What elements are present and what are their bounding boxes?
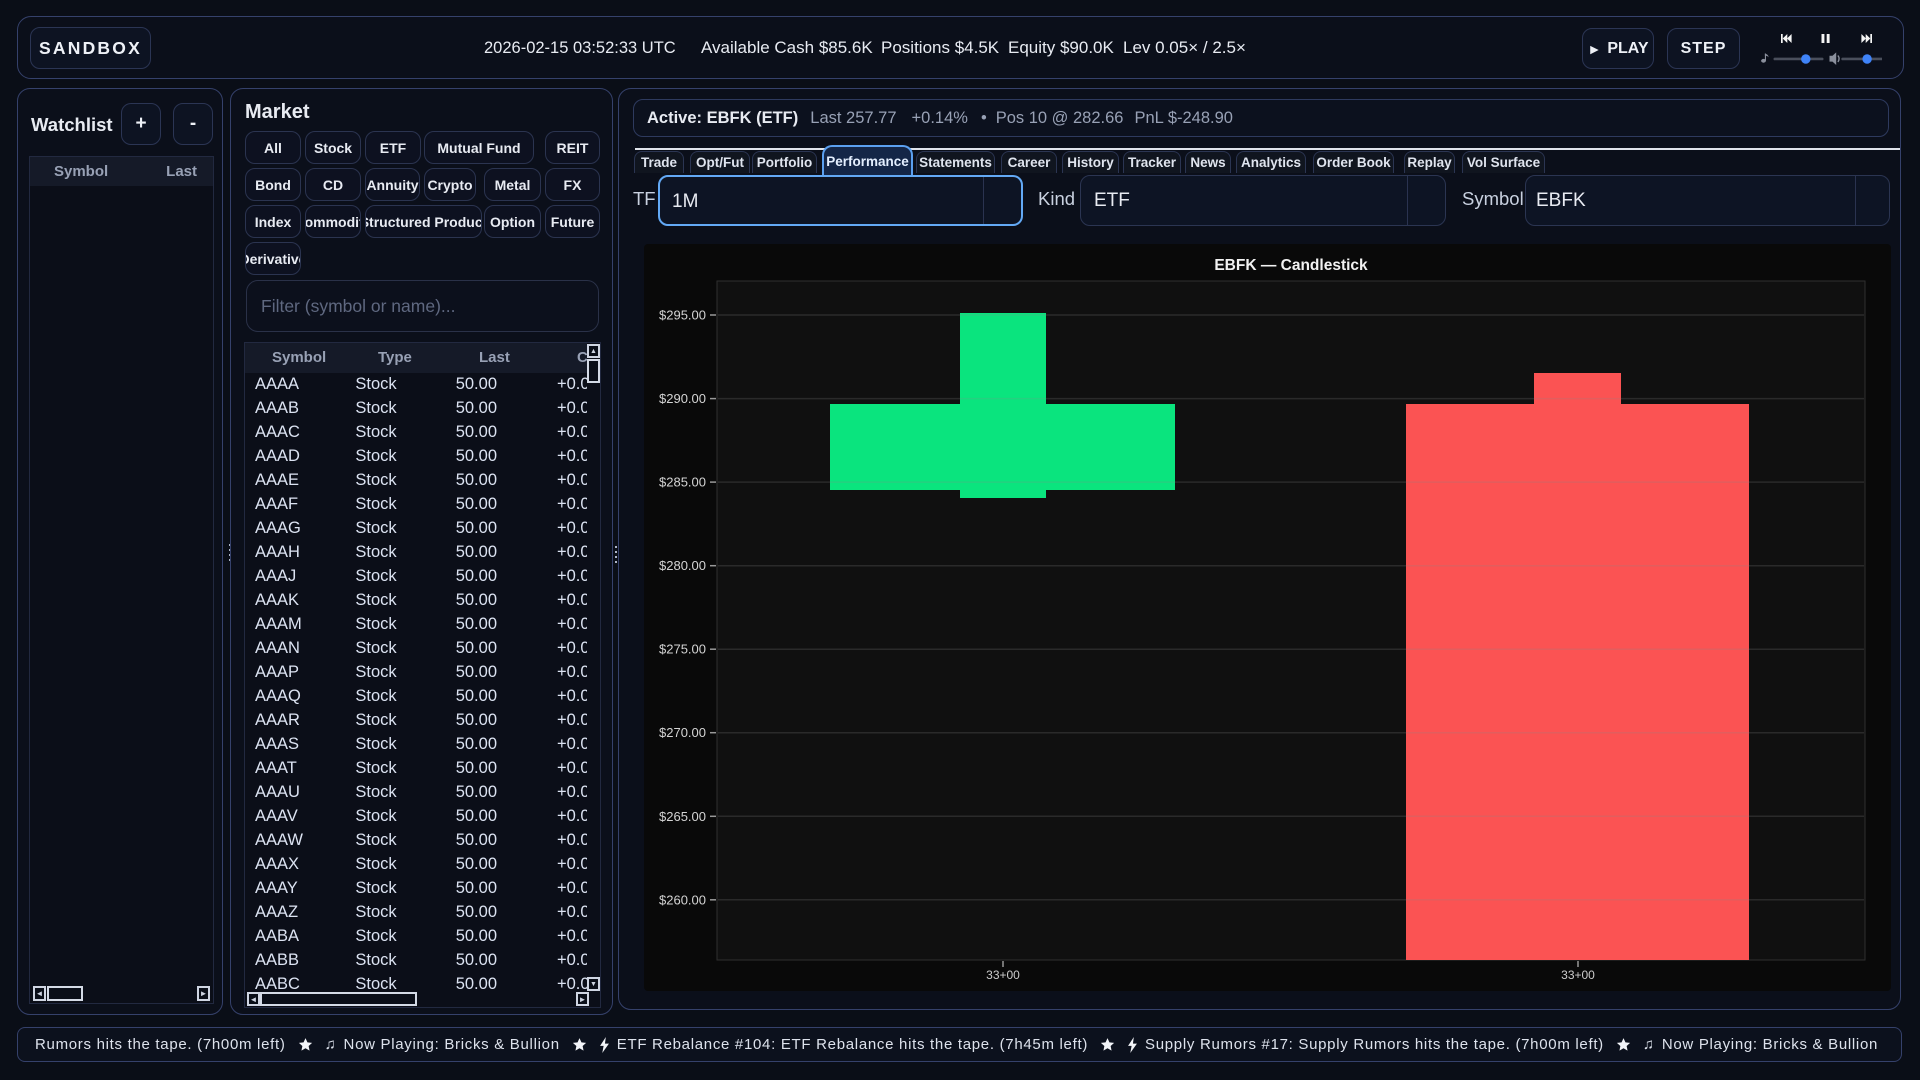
svg-text:$265.00: $265.00 [659,809,706,824]
svg-text:$285.00: $285.00 [659,475,706,490]
svg-text:33+00: 33+00 [1561,968,1595,982]
svg-text:$295.00: $295.00 [659,308,706,323]
svg-text:$260.00: $260.00 [659,892,706,907]
svg-text:$270.00: $270.00 [659,725,706,740]
svg-text:$275.00: $275.00 [659,642,706,657]
svg-text:$290.00: $290.00 [659,391,706,406]
svg-text:$280.00: $280.00 [659,558,706,573]
svg-text:EBFK — Candlestick: EBFK — Candlestick [1214,257,1368,274]
svg-text:33+00: 33+00 [986,968,1020,982]
